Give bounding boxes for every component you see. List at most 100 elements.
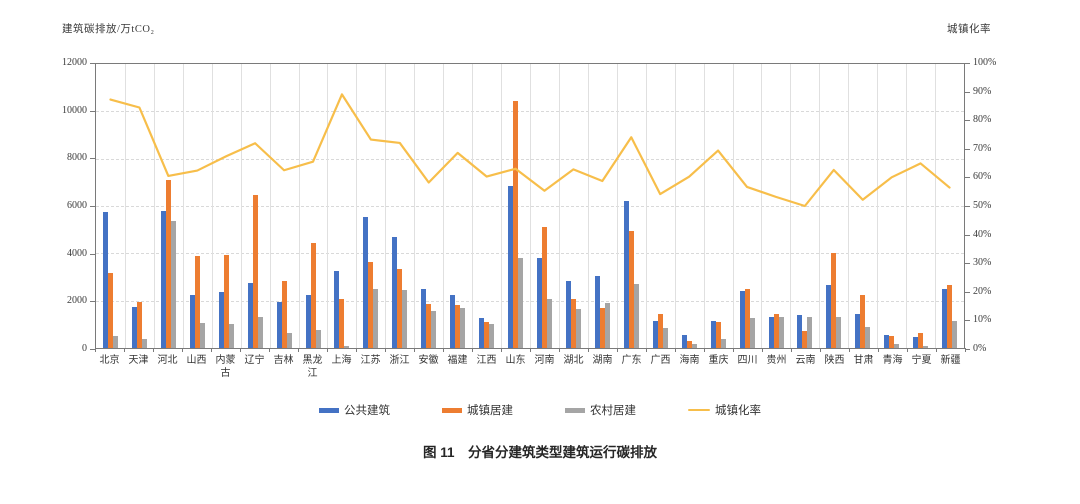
bar-农村居建 <box>170 221 176 348</box>
bar-公共建筑 <box>537 258 543 348</box>
vgridline <box>616 64 618 348</box>
vgridline <box>240 64 242 348</box>
x-axis-tick <box>617 348 618 352</box>
x-axis-tick <box>298 348 299 352</box>
category-group-云南 <box>791 64 820 348</box>
x-category-label: 湖南 <box>592 355 613 366</box>
category-group-河北 <box>154 64 183 348</box>
bar-公共建筑 <box>826 285 832 348</box>
bar-农村居建 <box>431 311 437 348</box>
right-axis-tick-label: 20% <box>973 285 992 297</box>
legend-item-城镇居建: 城镇居建 <box>442 402 513 418</box>
x-axis-tick <box>211 348 212 352</box>
legend-line-marker <box>688 408 710 412</box>
bar-城镇居建 <box>773 313 779 348</box>
vgridline <box>124 64 126 348</box>
vgridline <box>153 64 155 348</box>
bar-农村居建 <box>373 288 379 348</box>
bar-公共建筑 <box>652 320 658 348</box>
x-category-label: 湖北 <box>563 355 584 366</box>
vgridline <box>269 64 271 348</box>
x-category-label: 上海 <box>331 355 352 366</box>
category-group-重庆 <box>704 64 733 348</box>
category-group-安徽 <box>414 64 443 348</box>
x-axis-tick <box>269 348 270 352</box>
category-group-江西 <box>472 64 501 348</box>
x-category-label: 新疆 <box>940 355 961 366</box>
bar-农村居建 <box>662 327 668 348</box>
bar-农村居建 <box>894 344 900 348</box>
bar-公共建筑 <box>392 236 398 348</box>
x-category-label: 重庆 <box>708 355 729 366</box>
vgridline <box>501 64 503 348</box>
vgridline <box>327 64 329 348</box>
bar-农村居建 <box>807 317 813 348</box>
category-group-海南 <box>675 64 704 348</box>
bar-公共建筑 <box>218 292 224 348</box>
vgridline <box>848 64 850 348</box>
bar-城镇居建 <box>686 340 692 348</box>
bar-公共建筑 <box>855 313 861 348</box>
bar-农村居建 <box>952 320 958 348</box>
x-axis-tick <box>762 348 763 352</box>
bar-农村居建 <box>402 290 408 348</box>
x-category-label: 广西 <box>650 355 671 366</box>
bar-城镇居建 <box>252 195 258 348</box>
x-axis-tick <box>95 348 96 352</box>
vgridline <box>298 64 300 348</box>
x-axis-tick <box>849 348 850 352</box>
bar-公共建筑 <box>131 306 137 348</box>
vgridline <box>472 64 474 348</box>
bar-公共建筑 <box>247 282 253 348</box>
bar-公共建筑 <box>768 317 774 348</box>
vgridline <box>703 64 705 348</box>
bar-公共建筑 <box>450 294 456 348</box>
bar-公共建筑 <box>681 334 687 348</box>
x-category-label: 江西 <box>476 355 497 366</box>
vgridline <box>761 64 763 348</box>
category-group-福建 <box>443 64 472 348</box>
left-axis-title: 建筑碳排放/万tCO₂ <box>62 24 155 35</box>
bar-农村居建 <box>518 258 524 348</box>
legend-label: 城镇居建 <box>467 405 513 417</box>
bar-公共建筑 <box>739 291 745 348</box>
x-category-label: 吉林 <box>273 355 294 366</box>
vgridline <box>906 64 908 348</box>
bar-城镇居建 <box>194 255 200 348</box>
left-axis-tick-label: 8000 <box>67 152 87 164</box>
vgridline <box>385 64 387 348</box>
right-axis-tick <box>965 91 970 93</box>
category-group-贵州 <box>762 64 791 348</box>
category-group-吉林 <box>270 64 299 348</box>
x-axis-tick <box>588 348 589 352</box>
bar-城镇居建 <box>860 294 866 348</box>
vgridline <box>674 64 676 348</box>
x-category-label: 北京 <box>99 355 120 366</box>
category-group-天津 <box>125 64 154 348</box>
category-group-北京 <box>96 64 125 348</box>
bar-公共建筑 <box>421 288 427 348</box>
bar-农村居建 <box>604 303 610 348</box>
bar-农村居建 <box>836 317 842 348</box>
left-axis-tick <box>90 349 95 350</box>
x-category-label: 广东 <box>621 355 642 366</box>
vgridline <box>877 64 879 348</box>
right-axis-tick <box>965 234 970 236</box>
bar-农村居建 <box>344 345 350 348</box>
category-group-浙江 <box>385 64 414 348</box>
bar-城镇居建 <box>657 313 663 348</box>
right-axis-tick-label: 0% <box>973 343 987 354</box>
category-group-青海 <box>877 64 906 348</box>
right-axis-tick <box>965 291 970 293</box>
bar-城镇居建 <box>107 273 113 348</box>
x-category-label: 安徽 <box>418 355 439 366</box>
bar-公共建筑 <box>623 201 629 348</box>
x-axis-tick <box>327 348 328 352</box>
right-axis-tick <box>965 148 970 150</box>
legend-item-公共建筑: 公共建筑 <box>319 402 390 418</box>
x-axis-tick <box>965 348 966 352</box>
bar-公共建筑 <box>363 216 369 348</box>
vgridline <box>530 64 531 348</box>
bar-城镇居建 <box>744 288 750 348</box>
x-category-label: 山东 <box>505 355 526 366</box>
